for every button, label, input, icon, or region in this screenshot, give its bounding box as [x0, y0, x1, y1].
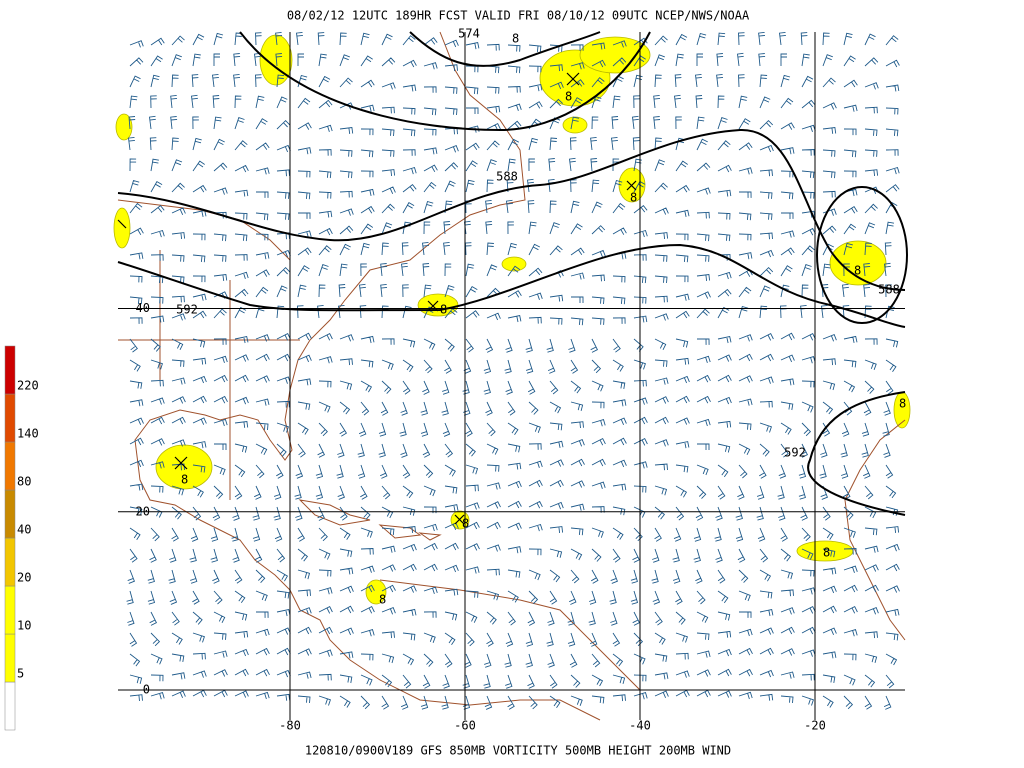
colorbar-segment — [4, 681, 16, 731]
longitude-label: -80 — [279, 719, 301, 733]
colorbar-segment — [4, 345, 16, 395]
colorbar-label: 140 — [17, 427, 39, 441]
colorbar-segment — [4, 441, 16, 491]
colorbar-label: 80 — [17, 475, 31, 489]
wind-barbs — [126, 31, 900, 710]
vortex-label: 8 — [181, 473, 188, 487]
colorbar-segment — [4, 489, 16, 539]
vortex-labels: 8 8 8 8 8 8 8 8 8 8 — [181, 32, 906, 607]
contour-label: 592 — [176, 303, 198, 317]
vortex-markers — [117, 72, 637, 525]
coastline — [379, 579, 641, 691]
header-title: 08/02/12 12UTC 189HR FCST VALID FRI 08/1… — [287, 9, 750, 23]
colorbar-segment — [4, 537, 16, 587]
vortex-label: 8 — [823, 546, 830, 560]
contour-label: 588 — [878, 283, 900, 297]
contour-label: 592 — [784, 446, 806, 460]
contour-line — [807, 391, 906, 516]
vortex-label: 8 — [630, 191, 637, 205]
vortex-label: 8 — [462, 517, 469, 531]
vortex-label: 8 — [440, 303, 447, 317]
vortex-label: 8 — [854, 264, 861, 278]
colorbar-label: 220 — [17, 379, 39, 393]
latitude-label: 20 — [136, 504, 150, 518]
vortex-label: 8 — [899, 397, 906, 411]
vortex-x — [117, 72, 637, 525]
colorbar-segment — [4, 585, 16, 635]
footer-caption: 120810/0900V189 GFS 850MB VORTICITY 500M… — [305, 744, 731, 758]
vorticity-blob — [579, 36, 651, 74]
contour-label: 588 — [496, 170, 518, 184]
colorbar-label: 40 — [17, 523, 31, 537]
vortex-label: 8 — [565, 90, 572, 104]
colorbar-segment — [4, 393, 16, 443]
colorbar-label: 10 — [17, 619, 31, 633]
latitude-label: 40 — [136, 301, 150, 315]
vorticity-blob — [501, 256, 527, 272]
map: 40 20 0 -80 -60 -40 -20 574 588 592 588 592 8 … — [113, 27, 911, 733]
vorticity-blob — [113, 207, 131, 249]
contour-line — [239, 31, 651, 132]
vortex-label: 8 — [512, 32, 519, 46]
contour-labels: 574 588 592 588 592 — [176, 27, 900, 460]
colorbar: 5 10 20 40 80 140 220 — [4, 345, 39, 731]
islands — [298, 499, 442, 541]
contour-line — [409, 31, 601, 67]
height-contours — [117, 31, 908, 516]
contour-line — [117, 128, 906, 291]
vorticity-blob — [115, 113, 133, 141]
colorbar-label: 20 — [17, 571, 31, 585]
colorbar-label: 5 — [17, 667, 24, 681]
contour-line — [117, 243, 906, 328]
longitude-label: -20 — [804, 719, 826, 733]
colorbar-segment — [4, 633, 16, 683]
latitude-label: 0 — [143, 683, 150, 697]
vorticity-blob — [562, 116, 588, 134]
longitude-label: -40 — [629, 719, 651, 733]
contour-label: 574 — [458, 27, 480, 41]
vortex-label: 8 — [379, 593, 386, 607]
coastline — [844, 419, 906, 641]
longitude-label: -60 — [454, 719, 476, 733]
contour-line — [816, 186, 908, 324]
map-area — [118, 32, 905, 720]
